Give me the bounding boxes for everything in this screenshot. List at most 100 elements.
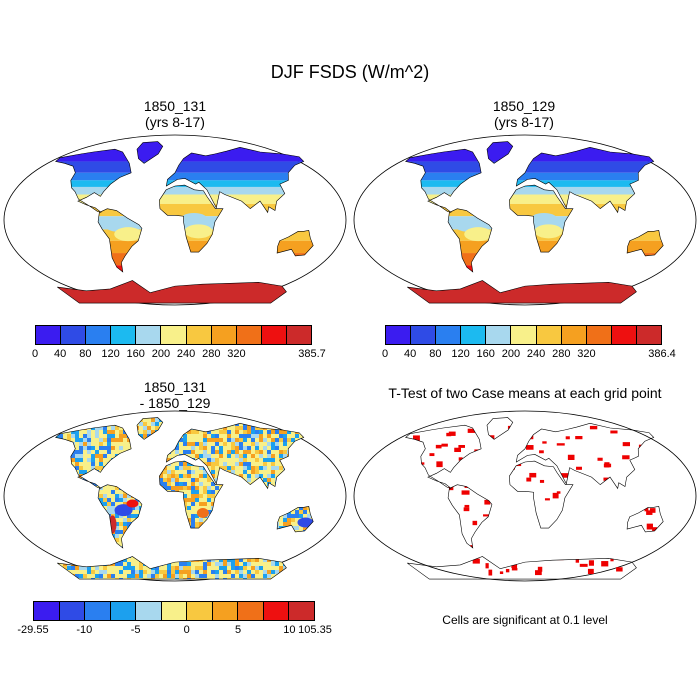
colorbar-tick-label: -5 xyxy=(130,624,141,636)
colorbar-tick-label: 120 xyxy=(451,348,470,360)
colorbar-swatch xyxy=(110,602,137,620)
colorbar-swatch xyxy=(111,326,137,344)
colorbar-swatch xyxy=(85,602,111,620)
colorbar-swatch xyxy=(161,602,188,620)
colorbar-tick-label: 40 xyxy=(54,348,67,360)
australia-coastline xyxy=(276,230,314,257)
antarctica-coastline xyxy=(407,280,637,304)
samerica-coastline xyxy=(97,208,143,273)
map-boundary xyxy=(353,410,697,582)
colorbar-swatch xyxy=(238,602,264,620)
colorbar-swatch xyxy=(186,326,212,344)
panel-title-line1: 1850_129 xyxy=(492,98,556,114)
colorbar-tick-label: 200 xyxy=(151,348,171,360)
antarctica-coastline xyxy=(57,556,287,580)
africa-coastline xyxy=(509,460,574,529)
colorbar-swatch xyxy=(611,326,637,344)
colorbar-swatch xyxy=(386,326,412,344)
colorbar-swatch xyxy=(34,602,60,620)
colorbar-tick-label: 0 xyxy=(183,624,190,636)
colorbar-tick-label: 0 xyxy=(381,348,389,360)
colorbar-tick-label: 40 xyxy=(404,348,417,360)
colorbar-tick-label: 320 xyxy=(577,348,596,360)
colorbar-tick-label: 240 xyxy=(526,348,546,360)
colorbar-boxes xyxy=(33,601,315,621)
significance-note: Cells are significant at 0.1 level xyxy=(442,613,608,627)
australia-coastline xyxy=(276,506,314,533)
map-panel-case-129 xyxy=(353,134,697,306)
colorbar-swatch xyxy=(411,326,437,344)
colorbar-swatch xyxy=(289,602,315,620)
colorbar-swatch xyxy=(161,326,187,344)
panel-title-line2: (yrs 8-17) xyxy=(145,114,205,130)
australia-coastline xyxy=(626,506,664,533)
main-title: DJF FSDS (W/m^2) xyxy=(270,62,430,82)
colorbar-swatch xyxy=(236,326,262,344)
colorbar-tick-label: 385.7 xyxy=(298,348,326,360)
colorbar-swatch xyxy=(136,326,162,344)
colorbar-swatch xyxy=(261,326,287,344)
colorbar-difference: -29.55 -10 -5 0 5 10 105.35 xyxy=(17,601,332,637)
namerica-coastline xyxy=(55,148,132,213)
greenland-coastline xyxy=(486,417,514,440)
samerica-coastline xyxy=(447,484,493,549)
colorbar-swatch xyxy=(511,326,537,344)
colorbar-tick-labels: -29.55 -10 -5 0 5 10 105.35 xyxy=(17,621,331,637)
colorbar-boxes xyxy=(35,325,312,345)
colorbar-tick-label: 10 xyxy=(283,624,296,636)
colorbar-swatch xyxy=(486,326,512,344)
colorbar-tick-label: -10 xyxy=(76,624,93,636)
colorbar-tick-label: 160 xyxy=(476,348,495,360)
colorbar-tick-label: -29.55 xyxy=(17,624,49,636)
africa-coastline xyxy=(509,184,574,253)
panel-title-line1: 1850_131 xyxy=(143,98,207,114)
colorbar-swatch xyxy=(436,326,462,344)
greenland-coastline xyxy=(136,141,164,164)
colorbar-tick-label: 240 xyxy=(176,348,196,360)
colorbar-tick-label: 386.4 xyxy=(648,348,676,360)
australia-coastline xyxy=(626,230,664,257)
eurasia-coastline xyxy=(515,146,655,214)
map-panel-difference xyxy=(3,410,347,582)
colorbar-tick-label: 200 xyxy=(501,348,521,360)
colorbar-swatch xyxy=(187,602,213,620)
colorbar-swatch xyxy=(286,326,312,344)
namerica-coastline xyxy=(55,424,132,489)
panel-title-bottom-right: T-Test of two Case means at each grid po… xyxy=(388,385,662,401)
panel-title-bottom-left: 1850_131 - 1850_129 xyxy=(75,379,275,411)
samerica-coastline xyxy=(97,484,143,549)
greenland-coastline xyxy=(136,417,164,440)
colorbar-tick-label: 160 xyxy=(126,348,145,360)
colorbar-swatch xyxy=(586,326,612,344)
colorbar-tick-labels: 0 40 80 120 160 200 240 280 320 386.4 xyxy=(381,345,676,361)
colorbar-boxes xyxy=(385,325,662,345)
colorbar-swatch xyxy=(461,326,487,344)
greenland-coastline xyxy=(486,141,514,164)
panel-title-line1: 1850_131 xyxy=(143,379,207,395)
colorbar-tick-labels: 0 40 80 120 160 200 240 280 320 385.7 xyxy=(31,345,326,361)
colorbar-tick-label: 0 xyxy=(31,348,39,360)
panel-title-top-left: 1850_131 (yrs 8-17) xyxy=(75,98,275,130)
colorbar-swatch xyxy=(86,326,112,344)
map-panel-case-131 xyxy=(3,134,347,306)
panel-title-line2: (yrs 8-17) xyxy=(494,114,554,130)
africa-coastline xyxy=(159,460,224,529)
colorbar-case-129: 0 40 80 120 160 200 240 280 320 386.4 xyxy=(381,325,676,361)
colorbar-swatch xyxy=(36,326,62,344)
colorbar-tick-label: 280 xyxy=(202,348,221,360)
colorbar-case-131: 0 40 80 120 160 200 240 280 320 385.7 xyxy=(31,325,326,361)
colorbar-swatch xyxy=(561,326,587,344)
colorbar-swatch xyxy=(636,326,662,344)
map-panel-ttest xyxy=(353,410,697,582)
eurasia-coastline xyxy=(515,422,655,490)
colorbar-swatch xyxy=(59,602,86,620)
antarctica-coastline xyxy=(57,280,287,304)
colorbar-swatch xyxy=(211,326,237,344)
samerica-coastline xyxy=(447,208,493,273)
antarctica-coastline xyxy=(407,556,637,580)
colorbar-swatch xyxy=(212,602,239,620)
eurasia-coastline xyxy=(165,422,305,490)
colorbar-tick-label: 120 xyxy=(101,348,120,360)
colorbar-swatch xyxy=(136,602,162,620)
panel-title-line2: - 1850_129 xyxy=(139,395,211,411)
